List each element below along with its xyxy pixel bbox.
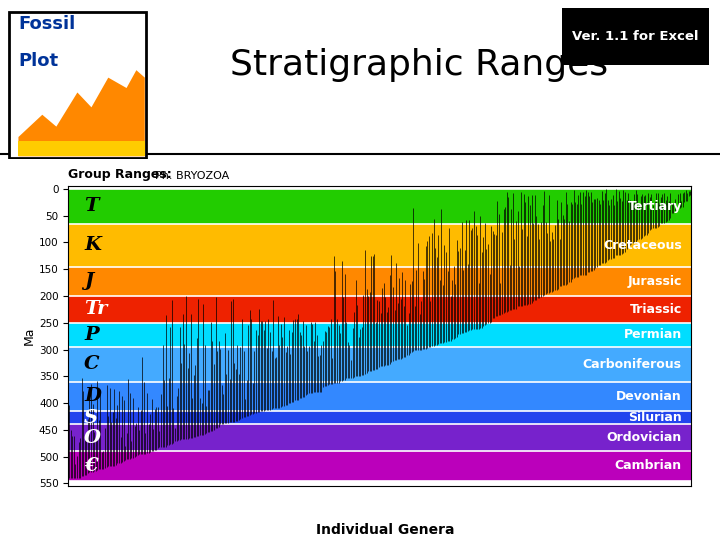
FancyBboxPatch shape [9,12,146,158]
Text: D: D [84,387,101,406]
Polygon shape [19,70,145,157]
Text: Ordovician: Ordovician [607,431,682,444]
Text: Triassic: Triassic [629,303,682,316]
Text: T: T [84,197,99,215]
Bar [68,451,691,481]
Text: Tr: Tr [84,300,107,319]
Bar [68,189,691,224]
Bar [68,382,691,411]
Text: Cretaceous: Cretaceous [603,239,682,252]
Bar [68,267,691,296]
Text: Permian: Permian [624,328,682,341]
Text: Plot: Plot [19,52,58,70]
Text: Cambrian: Cambrian [615,460,682,472]
Bar [68,411,691,424]
Text: Silurian: Silurian [628,411,682,424]
Text: Fossil: Fossil [19,15,76,33]
Text: Devonian: Devonian [616,390,682,403]
Bar [68,323,691,347]
Text: S: S [84,409,98,427]
Bar [68,296,691,323]
Bar [68,347,691,382]
Text: C: C [84,355,99,373]
Text: K: K [84,236,101,254]
Text: Carboniferous: Carboniferous [583,357,682,371]
Y-axis label: Ma: Ma [23,327,36,346]
Text: €: € [84,457,98,475]
Text: Individual Genera: Individual Genera [316,523,454,537]
Text: Ver. 1.1 for Excel: Ver. 1.1 for Excel [572,30,698,43]
FancyBboxPatch shape [562,8,709,65]
Text: O: O [84,429,101,447]
Text: Jurassic: Jurassic [628,275,682,288]
Bar [68,224,691,267]
Bar [68,424,691,451]
Text: Tertiary: Tertiary [628,200,682,213]
Text: J: J [84,272,93,291]
Text: Stratigraphic Ranges: Stratigraphic Ranges [230,48,608,82]
Text: Group Ranges:: Group Ranges: [68,168,172,181]
Text: P: P [84,326,99,344]
Text: Ph. BRYOZOA: Ph. BRYOZOA [155,171,229,181]
Polygon shape [19,141,145,157]
